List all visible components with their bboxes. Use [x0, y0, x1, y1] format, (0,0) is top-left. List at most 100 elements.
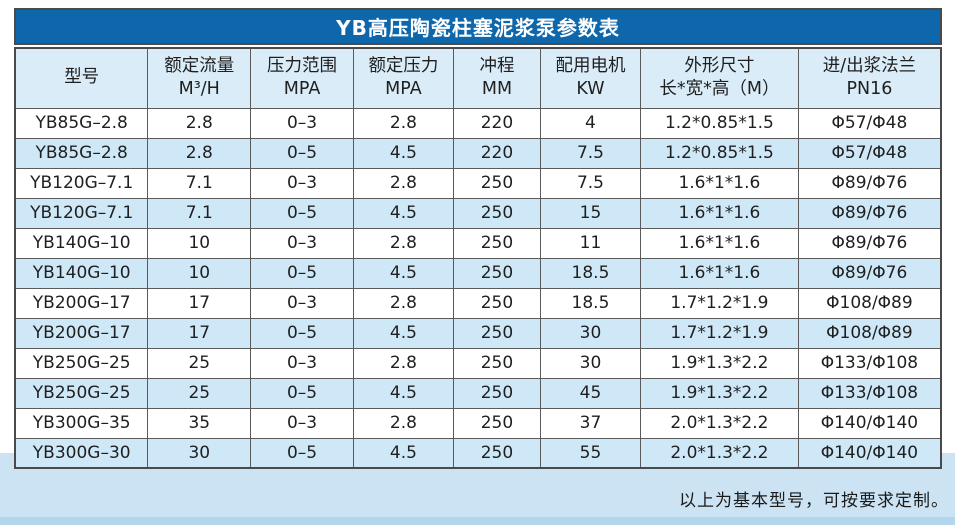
cell-rated-flow: 7.1: [147, 167, 252, 199]
table-row: YB85G–2.8 2.8 0–5 4.5 220 7.5 1.2*0.85*1…: [14, 137, 942, 169]
header-dimensions: 外形尺寸 长*宽*高（M）: [639, 47, 799, 109]
cell-pressure-range: 0–3: [250, 107, 354, 139]
table-row: YB200G–17 17 0–3 2.8 250 18.5 1.7*1.2*1.…: [14, 287, 942, 319]
cell-dimensions: 1.7*1.2*1.9: [639, 287, 799, 319]
cell-flange: Φ89/Φ76: [797, 167, 942, 199]
cell-motor: 45: [539, 377, 641, 409]
cell-stroke: 250: [452, 437, 541, 469]
cell-motor: 37: [539, 407, 641, 439]
cell-model: YB140G–10: [14, 257, 149, 289]
cell-stroke: 250: [452, 347, 541, 379]
cell-rated-pressure: 2.8: [352, 167, 454, 199]
cell-model: YB200G–17: [14, 317, 149, 349]
cell-pressure-range: 0–5: [250, 137, 354, 169]
cell-rated-flow: 2.8: [147, 107, 252, 139]
cell-rated-pressure: 2.8: [352, 227, 454, 259]
cell-stroke: 250: [452, 227, 541, 259]
cell-motor: 18.5: [539, 287, 641, 319]
cell-dimensions: 1.7*1.2*1.9: [639, 317, 799, 349]
cell-dimensions: 1.2*0.85*1.5: [639, 107, 799, 139]
background-band-dark: [0, 517, 955, 525]
cell-stroke: 220: [452, 137, 541, 169]
cell-pressure-range: 0–3: [250, 167, 354, 199]
pump-parameter-table: 型号 额定流量 M³/H 压力范围 MPA 额定压力 MPA 冲程 MM 配用电…: [14, 47, 942, 469]
table-body: YB85G–2.8 2.8 0–3 2.8 220 4 1.2*0.85*1.5…: [14, 107, 942, 469]
cell-dimensions: 1.9*1.3*2.2: [639, 377, 799, 409]
cell-flange: Φ133/Φ108: [797, 347, 942, 379]
table-row: YB250G–25 25 0–5 4.5 250 45 1.9*1.3*2.2 …: [14, 377, 942, 409]
cell-rated-flow: 35: [147, 407, 252, 439]
cell-model: YB120G–7.1: [14, 197, 149, 229]
cell-pressure-range: 0–5: [250, 257, 354, 289]
cell-motor: 11: [539, 227, 641, 259]
table-row: YB140G–10 10 0–5 4.5 250 18.5 1.6*1*1.6 …: [14, 257, 942, 289]
cell-motor: 30: [539, 317, 641, 349]
cell-dimensions: 1.6*1*1.6: [639, 167, 799, 199]
cell-pressure-range: 0–3: [250, 407, 354, 439]
cell-rated-pressure: 2.8: [352, 287, 454, 319]
header-model: 型号: [14, 47, 149, 109]
cell-motor: 18.5: [539, 257, 641, 289]
cell-rated-pressure: 2.8: [352, 347, 454, 379]
header-motor: 配用电机 KW: [539, 47, 641, 109]
cell-dimensions: 1.6*1*1.6: [639, 227, 799, 259]
header-pressure-range: 压力范围 MPA: [250, 47, 354, 109]
cell-stroke: 250: [452, 407, 541, 439]
cell-stroke: 220: [452, 107, 541, 139]
cell-rated-flow: 17: [147, 317, 252, 349]
cell-dimensions: 2.0*1.3*2.2: [639, 407, 799, 439]
cell-pressure-range: 0–3: [250, 287, 354, 319]
cell-pressure-range: 0–5: [250, 437, 354, 469]
cell-rated-flow: 25: [147, 347, 252, 379]
cell-model: YB85G–2.8: [14, 107, 149, 139]
cell-pressure-range: 0–5: [250, 317, 354, 349]
cell-motor: 7.5: [539, 167, 641, 199]
cell-motor: 7.5: [539, 137, 641, 169]
cell-pressure-range: 0–5: [250, 197, 354, 229]
cell-dimensions: 1.9*1.3*2.2: [639, 347, 799, 379]
footer-note: 以上为基本型号，可按要求定制。: [679, 491, 949, 511]
cell-model: YB250G–25: [14, 347, 149, 379]
cell-flange: Φ133/Φ108: [797, 377, 942, 409]
cell-rated-pressure: 4.5: [352, 197, 454, 229]
cell-motor: 4: [539, 107, 641, 139]
cell-rated-pressure: 4.5: [352, 317, 454, 349]
header-flange: 进/出浆法兰 PN16: [797, 47, 942, 109]
cell-flange: Φ89/Φ76: [797, 227, 942, 259]
cell-rated-pressure: 4.5: [352, 137, 454, 169]
cell-rated-flow: 7.1: [147, 197, 252, 229]
cell-flange: Φ108/Φ89: [797, 317, 942, 349]
cell-model: YB140G–10: [14, 227, 149, 259]
cell-flange: Φ89/Φ76: [797, 257, 942, 289]
header-stroke: 冲程 MM: [452, 47, 541, 109]
cell-rated-pressure: 4.5: [352, 377, 454, 409]
cell-rated-flow: 2.8: [147, 137, 252, 169]
cell-model: YB250G–25: [14, 377, 149, 409]
cell-pressure-range: 0–5: [250, 377, 354, 409]
cell-stroke: 250: [452, 287, 541, 319]
cell-rated-pressure: 2.8: [352, 107, 454, 139]
table-row: YB200G–17 17 0–5 4.5 250 30 1.7*1.2*1.9 …: [14, 317, 942, 349]
cell-model: YB85G–2.8: [14, 137, 149, 169]
cell-rated-flow: 10: [147, 227, 252, 259]
cell-dimensions: 1.6*1*1.6: [639, 257, 799, 289]
table-row: YB300G–30 30 0–5 4.5 250 55 2.0*1.3*2.2 …: [14, 437, 942, 469]
cell-motor: 30: [539, 347, 641, 379]
cell-flange: Φ108/Φ89: [797, 287, 942, 319]
cell-stroke: 250: [452, 257, 541, 289]
cell-rated-pressure: 4.5: [352, 437, 454, 469]
cell-rated-flow: 25: [147, 377, 252, 409]
header-rated-flow: 额定流量 M³/H: [147, 47, 252, 109]
cell-rated-pressure: 4.5: [352, 257, 454, 289]
cell-flange: Φ89/Φ76: [797, 197, 942, 229]
cell-model: YB200G–17: [14, 287, 149, 319]
cell-flange: Φ57/Φ48: [797, 107, 942, 139]
cell-rated-flow: 17: [147, 287, 252, 319]
table-row: YB85G–2.8 2.8 0–3 2.8 220 4 1.2*0.85*1.5…: [14, 107, 942, 139]
header-rated-pressure: 额定压力 MPA: [352, 47, 454, 109]
table-header-row: 型号 额定流量 M³/H 压力范围 MPA 额定压力 MPA 冲程 MM 配用电…: [14, 47, 942, 109]
table-row: YB120G–7.1 7.1 0–3 2.8 250 7.5 1.6*1*1.6…: [14, 167, 942, 199]
cell-rated-flow: 10: [147, 257, 252, 289]
cell-motor: 15: [539, 197, 641, 229]
cell-rated-flow: 30: [147, 437, 252, 469]
